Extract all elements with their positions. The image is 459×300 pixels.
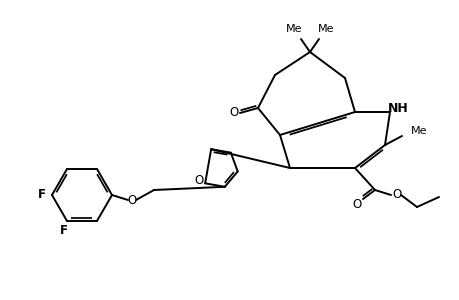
Text: Me: Me: [317, 24, 334, 34]
Text: O: O: [127, 194, 136, 206]
Text: O: O: [392, 188, 401, 202]
Text: F: F: [38, 188, 46, 202]
Text: O: O: [352, 197, 361, 211]
Text: O: O: [194, 174, 203, 187]
Text: F: F: [60, 224, 68, 238]
Text: Me: Me: [410, 126, 426, 136]
Text: O: O: [229, 106, 238, 119]
Text: NH: NH: [387, 103, 408, 116]
Text: Me: Me: [285, 24, 302, 34]
